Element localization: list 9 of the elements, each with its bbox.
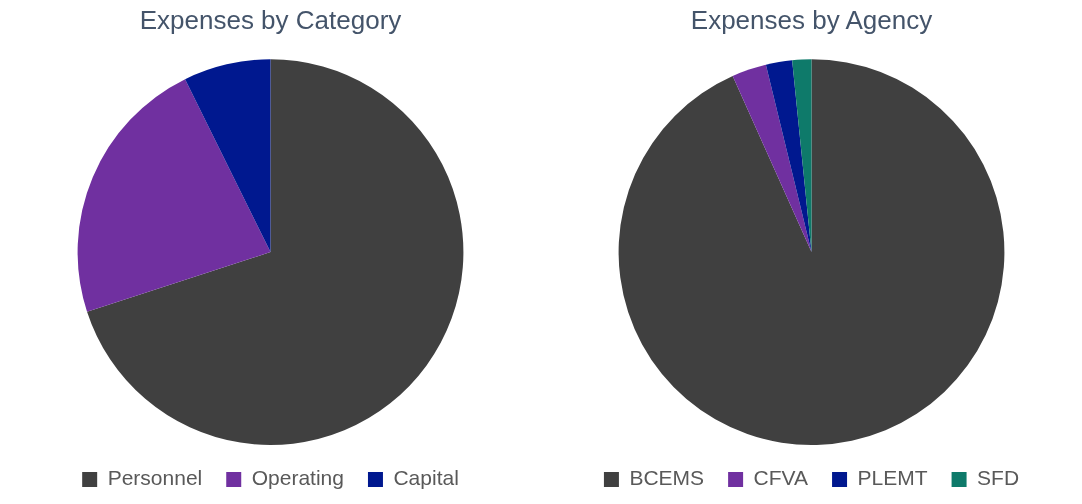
legend-label: CFVA: [753, 466, 809, 490]
legend-label: PLEMT: [857, 466, 928, 490]
chart-title: Expenses by Agency: [690, 4, 933, 35]
legend-label: Operating: [251, 466, 344, 490]
legend-label: Capital: [393, 466, 459, 490]
legend-label: BCEMS: [629, 466, 705, 490]
chart-title: Expenses by Category: [139, 4, 402, 35]
legend-label: Personnel: [107, 466, 203, 490]
legend-label: SFD: [977, 466, 1020, 490]
